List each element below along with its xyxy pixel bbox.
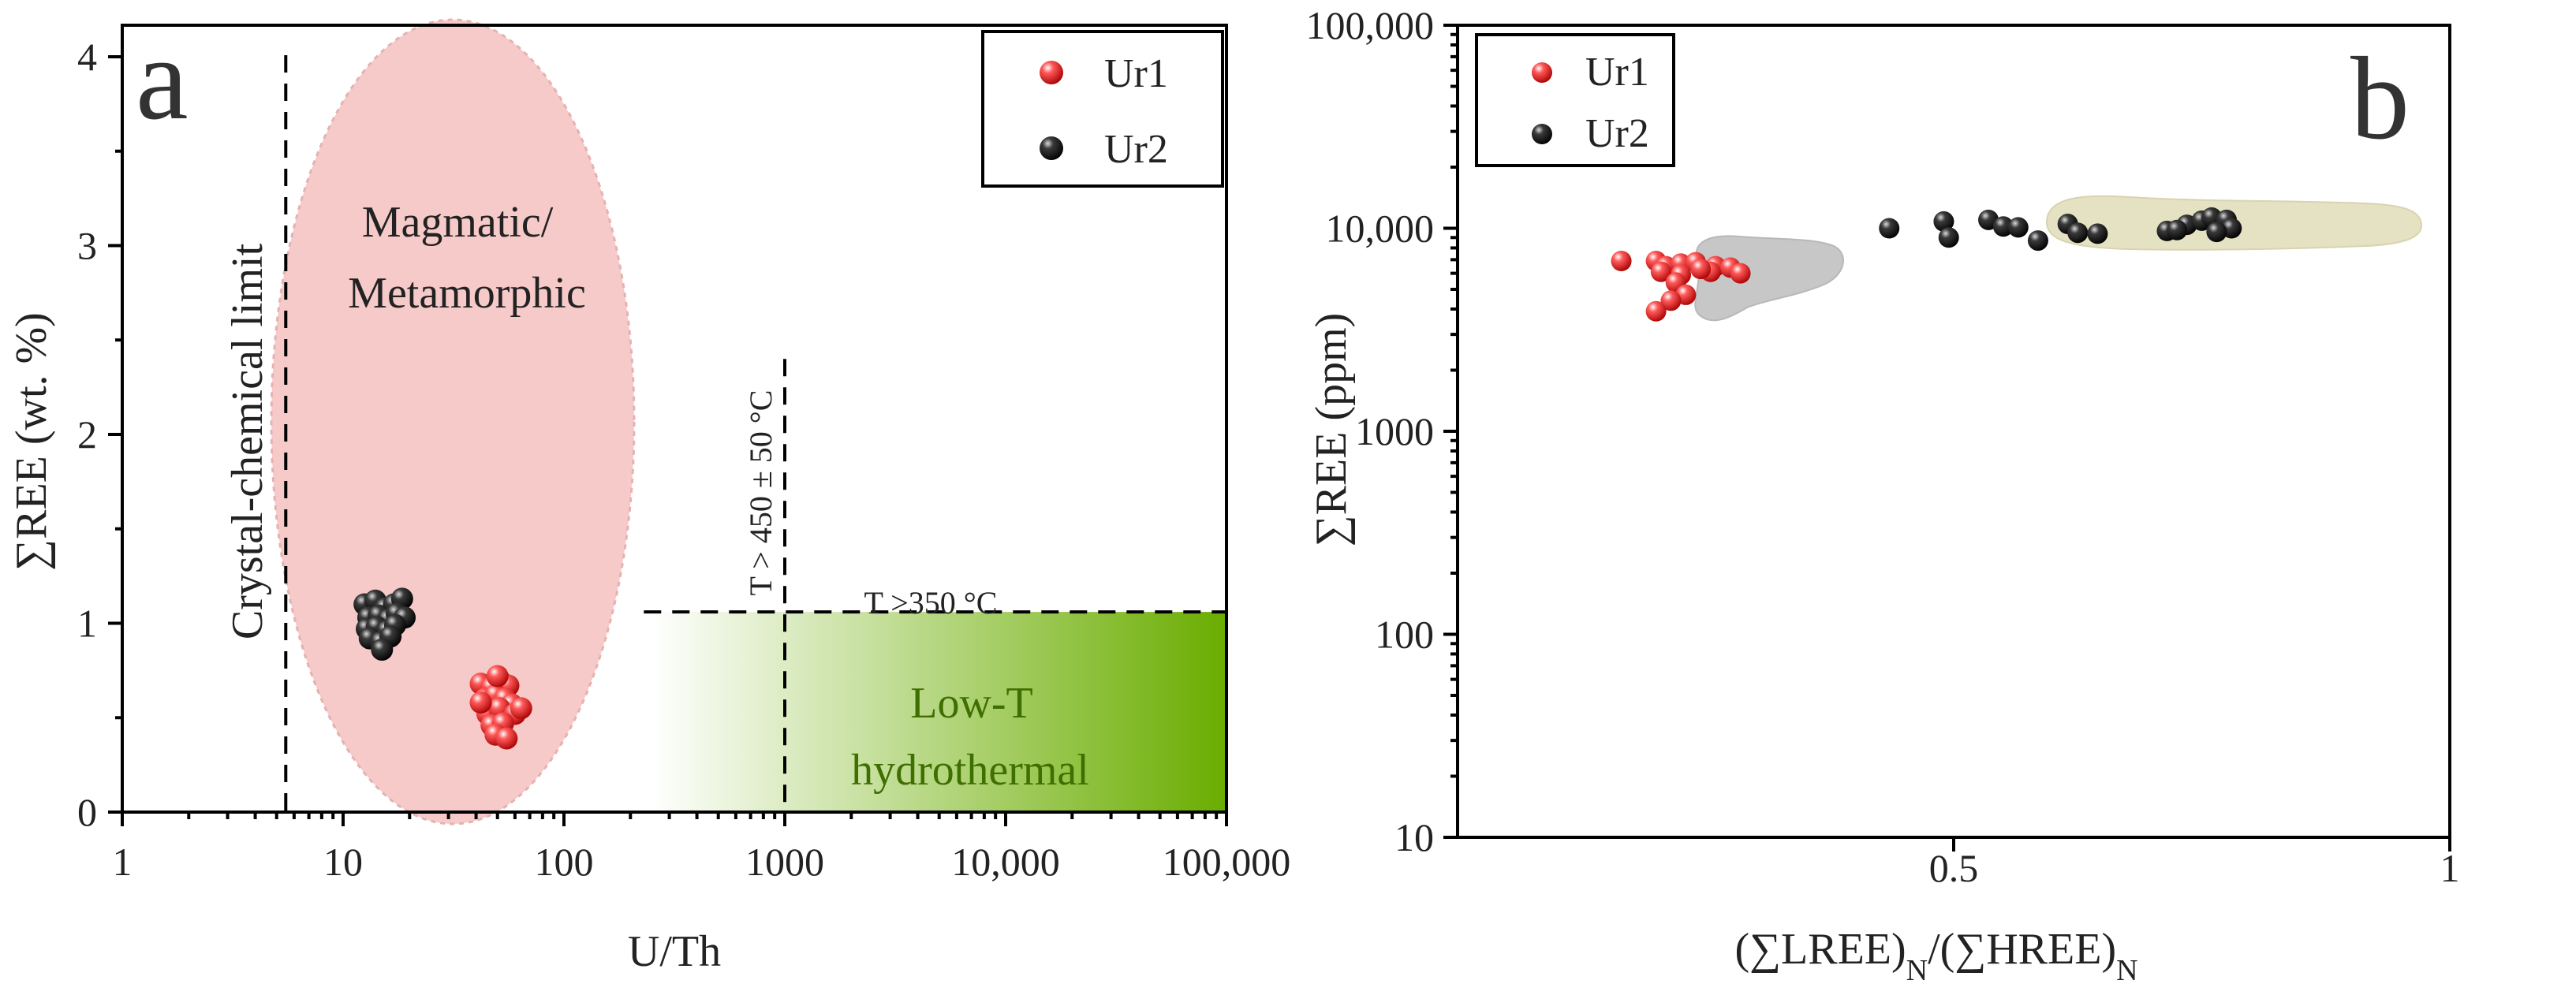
panel-letter-b: b (2350, 33, 2410, 164)
b-point-ur2 (2007, 217, 2029, 238)
magmatic-region (270, 18, 636, 825)
b-point-ur2 (1938, 227, 1959, 248)
low-t-hydrothermal-region (651, 612, 1226, 812)
b-legend-marker-ur2 (1532, 124, 1552, 144)
a-x-tick-label: 10,000 (951, 840, 1060, 884)
panel-letter-a: a (136, 13, 189, 144)
b-y-tick-label: 10 (1394, 815, 1434, 859)
b-legend-box (1475, 33, 1675, 167)
magmatic-label-line2: Metamorphic (348, 269, 586, 318)
a-y-tick-label: 0 (77, 790, 97, 834)
b-point-ur2 (2206, 222, 2227, 243)
magmatic-label-line1: Magmatic/ (362, 198, 554, 247)
a-y-tick-label: 1 (77, 602, 97, 646)
a-x-ticks: 1 10 100 1000 10,000 100,000 (113, 812, 1291, 884)
b-point-ur1 (1730, 263, 1751, 284)
b-points-layer (1611, 207, 2242, 322)
t450-label: T > 450 ± 50 °C (743, 390, 778, 596)
lowt-label-line1: Low-T (910, 679, 1033, 728)
b-y-ticks: 10 100 1000 10,000 100,000 (1306, 3, 1458, 859)
b-point-ur2 (1933, 211, 1954, 232)
b-x-tick-label: 1 (2440, 846, 2460, 890)
a-plot-frame (121, 24, 1228, 814)
b-x-tick-label: 0.5 (1929, 846, 1979, 890)
a-legend-label-ur2: Ur2 (1104, 127, 1168, 172)
a-points-layer (353, 587, 532, 750)
b-legend-label-ur1: Ur1 (1585, 50, 1649, 95)
b-legend-label-ur2: Ur2 (1585, 111, 1649, 156)
b-point-ur2 (2067, 222, 2089, 244)
a-legend-label-ur1: Ur1 (1104, 51, 1168, 96)
b-y-tick-label: 100,000 (1306, 3, 1435, 47)
ur1-cluster-region (1694, 235, 1844, 322)
b-point-ur2 (1992, 216, 2014, 237)
b-point-ur2 (1879, 218, 1900, 239)
a-point-ur1 (469, 691, 492, 714)
a-point-ur1 (486, 665, 509, 688)
b-x-ticks: 0.5 1 (1929, 837, 2460, 890)
a-point-ur1 (510, 697, 532, 720)
b-x-axis-label: (∑LREE)N/(∑HREE)N (1734, 925, 2137, 987)
panel-a: Magmatic/ Metamorphic Low-T hydrothermal… (7, 13, 1290, 976)
b-region-layer (1694, 195, 2423, 322)
b-point-ur2 (2087, 223, 2108, 244)
b-legend-marker-ur1 (1532, 62, 1552, 83)
a-legend-marker-ur1 (1040, 61, 1063, 84)
b-point-ur2 (2027, 230, 2048, 252)
b-y-tick-label: 1000 (1355, 409, 1434, 453)
a-x-tick-label: 10 (323, 840, 363, 884)
a-y-tick-label: 3 (77, 224, 97, 268)
b-point-ur1 (1611, 250, 1632, 271)
b-point-ur2 (2167, 219, 2188, 240)
b-point-ur1 (1660, 290, 1682, 311)
a-legend-marker-ur2 (1040, 136, 1063, 160)
a-y-ticks: 0 1 2 3 4 (77, 35, 122, 834)
a-x-tick-label: 100,000 (1163, 840, 1291, 884)
a-point-ur1 (495, 727, 518, 750)
lowt-label-line2: hydrothermal (851, 746, 1089, 795)
b-point-ur1 (1690, 259, 1712, 280)
a-y-tick-label: 2 (77, 412, 97, 457)
b-y-tick-label: 100 (1375, 613, 1434, 657)
a-y-axis-label: ∑REE (wt. %) (7, 312, 56, 571)
a-x-axis-label: U/Th (628, 927, 721, 976)
a-x-tick-label: 1 (113, 840, 133, 884)
t350-label: T >350 °C (864, 585, 998, 620)
b-point-ur1 (1645, 300, 1667, 322)
a-legend: Ur1 Ur2 (981, 30, 1224, 188)
a-legend-box (981, 30, 1224, 188)
a-x-tick-label: 100 (535, 840, 594, 884)
crystal-chemical-limit-label: Crystal-chemical limit (223, 243, 272, 639)
a-point-ur2 (371, 639, 394, 661)
b-legend: Ur1 Ur2 (1475, 33, 1675, 167)
b-y-axis-label: ∑REE (ppm) (1307, 313, 1356, 547)
b-y-tick-label: 10,000 (1326, 207, 1435, 251)
a-y-tick-label: 4 (77, 35, 97, 79)
a-x-tick-label: 1000 (745, 840, 824, 884)
b-point-ur1 (1650, 261, 1671, 282)
